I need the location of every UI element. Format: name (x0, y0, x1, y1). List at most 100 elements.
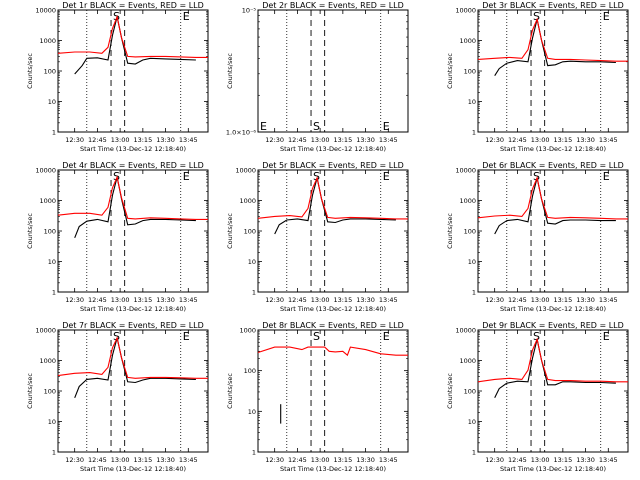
end-marker: E (603, 330, 610, 343)
x-tick-label: 13:45 (179, 136, 198, 144)
x-tick-label: 12:30 (65, 136, 84, 144)
end-marker: E (383, 330, 390, 343)
y-tick-label: 1 (252, 449, 256, 457)
plot-frame (257, 329, 409, 453)
x-axis-label: Start Time (13-Dec-12 12:18:40) (280, 465, 386, 473)
end-marker: E (183, 330, 190, 343)
y-tick-label: 10 (48, 258, 56, 266)
end-marker: E (383, 170, 390, 183)
y-tick-label: 10⁻⁵ (242, 7, 257, 15)
y-axis-label: Counts/sec (26, 53, 34, 89)
x-tick-label: 13:45 (599, 456, 618, 464)
y-tick-label: 100 (44, 388, 56, 396)
x-tick-label: 12:45 (508, 296, 527, 304)
x-tick-label: 12:30 (65, 456, 84, 464)
y-tick-label: 1 (472, 129, 476, 137)
x-tick-label: 12:45 (88, 136, 107, 144)
events-series-line (494, 19, 616, 76)
plot-title: Det 4r BLACK = Events, RED = LLD (62, 161, 204, 170)
x-tick-label: 13:00 (111, 456, 130, 464)
events-series-line (274, 177, 396, 235)
plot-frame (57, 329, 209, 453)
lld-series-line (477, 337, 628, 383)
x-tick-label: 13:30 (576, 296, 595, 304)
x-tick-label: 13:30 (356, 296, 375, 304)
x-tick-label: 13:15 (133, 296, 152, 304)
y-tick-label: 1000 (239, 197, 256, 205)
x-tick-label: 13:30 (156, 456, 175, 464)
y-tick-label: 1 (472, 289, 476, 297)
start-marker: S (313, 330, 320, 343)
lld-series-line (57, 336, 208, 379)
x-tick-label: 13:15 (333, 136, 352, 144)
y-tick-label: 10000 (455, 7, 476, 15)
y-tick-label: 100 (244, 228, 256, 236)
y-tick-label: 1000 (459, 357, 476, 365)
y-tick-label: 10 (468, 98, 476, 106)
y-tick-label: 1 (52, 449, 56, 457)
x-tick-label: 13:30 (156, 296, 175, 304)
plot-title: Det 5r BLACK = Events, RED = LLD (262, 161, 404, 170)
start-marker: S (113, 330, 120, 343)
plot-frame (477, 169, 629, 293)
lld-series-line (257, 176, 408, 220)
plot-title: Det 6r BLACK = Events, RED = LLD (482, 161, 624, 170)
start-marker: S (313, 120, 320, 133)
x-tick-label: 13:00 (531, 456, 550, 464)
x-tick-label: 13:15 (133, 136, 152, 144)
y-tick-label: 1 (52, 129, 56, 137)
x-tick-label: 13:45 (379, 456, 398, 464)
y-tick-label: 100 (464, 388, 476, 396)
y-tick-label: 10000 (455, 327, 476, 335)
plot-title: Det 3r BLACK = Events, RED = LLD (482, 1, 624, 10)
y-tick-label: 1000 (239, 327, 256, 335)
x-axis-label: Start Time (13-Dec-12 12:18:40) (280, 305, 386, 313)
x-tick-label: 12:30 (265, 296, 284, 304)
x-tick-label: 13:30 (576, 456, 595, 464)
x-tick-label: 13:00 (531, 136, 550, 144)
x-tick-label: 13:45 (179, 456, 198, 464)
y-tick-label: 1 (52, 289, 56, 297)
start-marker: S (533, 330, 540, 343)
plot-title: Det 8r BLACK = Events, RED = LLD (262, 321, 404, 330)
plot-frame (57, 9, 209, 133)
start-marker: S (113, 10, 120, 23)
x-tick-label: 12:45 (288, 136, 307, 144)
y-tick-label: 1 (252, 289, 256, 297)
y-axis-label: Counts/sec (446, 373, 454, 409)
y-axis-label: Counts/sec (446, 213, 454, 249)
start-marker: S (313, 170, 320, 183)
y-tick-label: 10000 (35, 327, 56, 335)
x-tick-label: 13:45 (379, 136, 398, 144)
end-marker: E (603, 10, 610, 23)
y-axis-label: Counts/sec (226, 373, 234, 409)
plot-title: Det 1r BLACK = Events, RED = LLD (62, 1, 204, 10)
y-axis-label: Counts/sec (26, 373, 34, 409)
x-tick-label: 12:45 (288, 456, 307, 464)
end-marker: E (260, 120, 267, 133)
lld-series-line (257, 346, 408, 357)
plot-frame (477, 9, 629, 133)
x-tick-label: 12:45 (288, 296, 307, 304)
plot-panel-2: Det 2r BLACK = Events, RED = LLD S E E 1.0×1… (226, 1, 409, 153)
x-tick-label: 13:00 (311, 136, 330, 144)
plot-title: Det 2r BLACK = Events, RED = LLD (262, 1, 404, 10)
y-tick-label: 100 (464, 228, 476, 236)
x-axis-label: Start Time (13-Dec-12 12:18:40) (500, 145, 606, 153)
x-tick-label: 13:30 (576, 136, 595, 144)
start-marker: S (533, 10, 540, 23)
x-tick-label: 13:45 (599, 136, 618, 144)
x-tick-label: 13:00 (111, 136, 130, 144)
x-tick-label: 13:30 (356, 136, 375, 144)
y-tick-label: 1000 (459, 197, 476, 205)
events-series-line (494, 177, 616, 235)
x-tick-label: 13:15 (553, 456, 572, 464)
y-tick-label: 10 (48, 98, 56, 106)
lld-series-line (57, 14, 208, 58)
